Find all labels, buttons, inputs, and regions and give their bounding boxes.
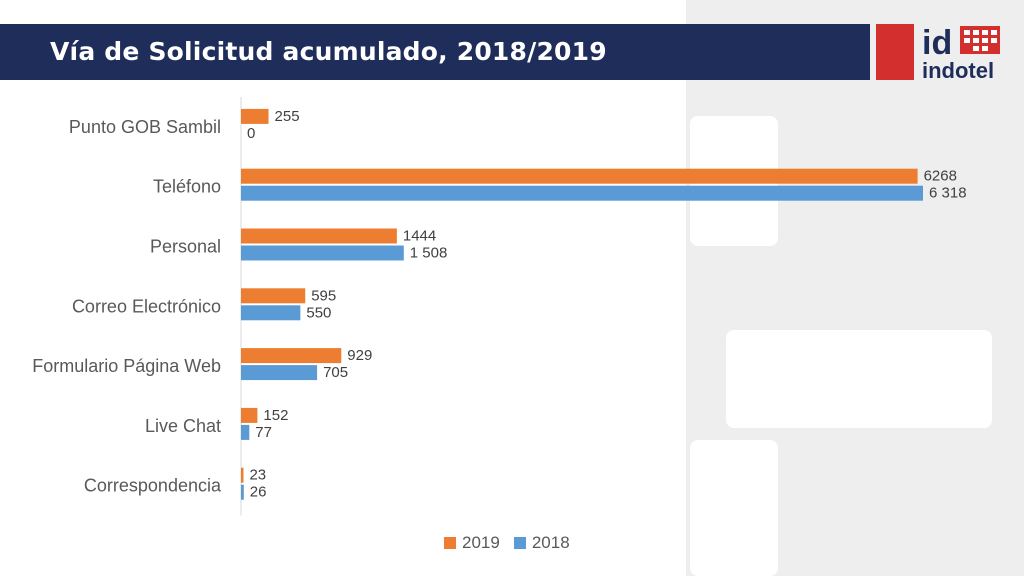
legend-label-2019: 2019 — [462, 533, 500, 552]
category-label: Teléfono — [153, 177, 221, 197]
bar-2018 — [241, 365, 318, 381]
category-label: Formulario Página Web — [32, 356, 221, 376]
bar-2019 — [241, 168, 918, 184]
indotel-logo: id indotel — [876, 22, 1004, 83]
data-label-2018: 0 — [247, 125, 255, 142]
category-label: Live Chat — [145, 416, 221, 436]
data-label-2018: 26 — [250, 484, 267, 501]
bar-2018 — [241, 245, 404, 261]
background-card-bottom — [726, 330, 992, 428]
legend-swatch-2019 — [444, 537, 456, 549]
data-label-2019: 1444 — [403, 228, 436, 245]
legend-swatch-2018 — [513, 537, 526, 549]
bar-2019 — [241, 407, 258, 423]
legend-item-2019: 2019 — [444, 533, 500, 553]
category-label: Correspondencia — [84, 476, 222, 496]
bar-2019 — [241, 348, 342, 364]
indotel-logo-graphic: id indotel — [876, 24, 1000, 83]
bar-2018 — [241, 424, 250, 440]
chart-legend: 2019 2018 — [444, 533, 570, 553]
data-label-2019: 595 — [311, 287, 336, 304]
legend-label-2018: 2018 — [531, 533, 570, 552]
data-label-2018: 1 508 — [410, 245, 448, 262]
bar-2019 — [241, 108, 269, 124]
bar-2019 — [241, 288, 306, 304]
legend-item-2018: 2018 — [513, 533, 570, 553]
data-label-2018: 6 318 — [929, 185, 967, 202]
bar-2018 — [241, 185, 923, 201]
logo-red-block — [876, 24, 914, 80]
data-label-2018: 77 — [255, 424, 272, 441]
data-label-2018: 705 — [323, 364, 348, 381]
data-label-2019: 23 — [249, 467, 266, 484]
category-label: Correo Electrónico — [72, 296, 221, 316]
data-label-2019: 255 — [275, 108, 300, 125]
title-bar: Vía de Solicitud acumulado, 2018/2019 — [0, 24, 870, 80]
bar-2019 — [241, 467, 244, 483]
data-label-2019: 929 — [347, 347, 372, 364]
data-label-2019: 152 — [263, 407, 288, 424]
bar-2018 — [241, 305, 301, 321]
background-card-lower — [690, 440, 778, 576]
category-label: Personal — [150, 237, 221, 257]
data-label-2019: 6268 — [924, 168, 957, 185]
data-label-2018: 550 — [306, 304, 331, 321]
page-title: Vía de Solicitud acumulado, 2018/2019 — [50, 37, 607, 66]
category-label: Punto GOB Sambil — [69, 117, 221, 137]
bar-2018 — [241, 484, 244, 500]
logo-dot-grid-icon — [960, 26, 1000, 54]
logo-mark: id — [922, 24, 952, 62]
bar-2019 — [241, 228, 397, 244]
logo-name: indotel — [922, 58, 994, 80]
